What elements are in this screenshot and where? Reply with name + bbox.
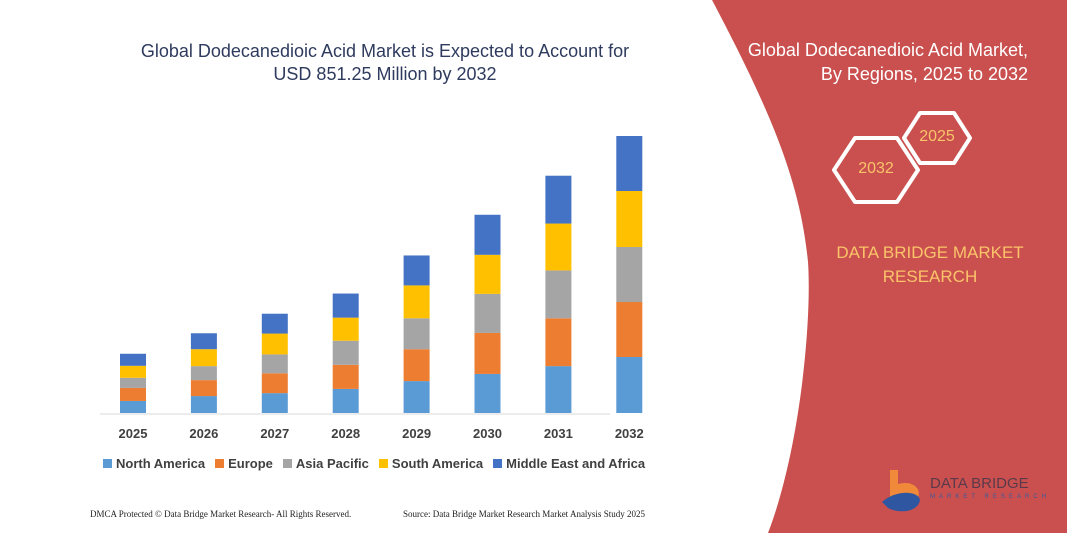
bar-segment-2030-middle-east-and-africa (474, 214, 501, 255)
side-panel (712, 0, 1067, 533)
legend: North America Europe Asia Pacific South Ame… (103, 456, 645, 471)
bar-segment-2030-europe (474, 332, 501, 374)
legend-swatch (215, 459, 225, 468)
bar-segment-2032-north-america (616, 357, 643, 413)
legend-item: Europe (215, 456, 273, 471)
bar-segment-2029-asia-pacific (403, 318, 430, 350)
bar-segment-2025-north-america (120, 400, 146, 413)
legend-label: Asia Pacific (295, 456, 369, 471)
bar-segment-2032-europe (616, 302, 643, 358)
bar-segment-2028-north-america (332, 388, 359, 413)
legend-item: South America (378, 456, 484, 471)
bar-segment-2032-south-america (616, 191, 643, 247)
bar-segment-2025-europe (120, 387, 146, 401)
brand-line-2: RESEARCH (882, 267, 978, 286)
footer-source: Source: Data Bridge Market Research Mark… (403, 509, 645, 519)
x-tick-label: 2026 (189, 426, 219, 441)
bar-segment-2028-asia-pacific (332, 340, 359, 365)
x-tick-label: 2028 (331, 426, 361, 441)
legend-swatch (103, 459, 112, 468)
bar-segment-2031-europe (545, 318, 572, 367)
x-tick-label: 2025 (118, 426, 148, 441)
legend-swatch (493, 459, 503, 468)
bar-segment-2027-europe (261, 373, 288, 394)
x-tick-label: 2030 (473, 426, 502, 441)
bar-segment-2025-south-america (120, 365, 146, 378)
legend-item: Middle East and Africa (493, 456, 645, 471)
chart-title: Global Dodecanedioic Acid Market is Expe… (80, 40, 690, 86)
side-title-line-2: By Regions, 2025 to 2032 (820, 64, 1028, 84)
footer-copyright: DMCA Protected © Data Bridge Market Rese… (90, 509, 352, 519)
legend-item: North America (103, 456, 205, 471)
side-panel-title: Global Dodecanedioic Acid Market, By Reg… (730, 38, 1028, 86)
legend-label: Middle East and Africa (506, 456, 646, 471)
legend-swatch (378, 459, 388, 468)
bar-segment-2029-north-america (403, 381, 430, 413)
bar-segment-2031-middle-east-and-africa (545, 175, 572, 224)
bar-segment-2026-asia-pacific (190, 366, 217, 381)
bar-segment-2031-north-america (545, 366, 572, 413)
brand-text: DATA BRIDGE MARKET RESEARCH (810, 241, 1050, 289)
bar-segment-2028-middle-east-and-africa (332, 293, 359, 318)
bar-segment-2025-middle-east-and-africa (120, 353, 146, 366)
legend-item: Asia Pacific (282, 456, 369, 471)
legend-label: Europe (228, 456, 273, 471)
bar-segment-2032-middle-east-and-africa (616, 136, 643, 192)
bar-segment-2025-asia-pacific (120, 377, 146, 388)
logo-subtitle: MARKET RESEARCH (930, 494, 1050, 500)
bar-segment-2029-europe (403, 349, 430, 382)
title-line-1: Global Dodecanedioic Acid Market is Expe… (140, 41, 630, 61)
bar-segment-2027-south-america (261, 333, 288, 355)
bar-segment-2027-middle-east-and-africa (261, 313, 288, 334)
bar-segment-2031-south-america (545, 223, 572, 271)
bar-segment-2026-europe (190, 380, 217, 397)
x-tick-label: 2032 (614, 426, 644, 441)
hex-label-2025: 2025 (919, 128, 955, 145)
legend-label: South America (391, 456, 484, 471)
logo-name: DATA BRIDGE (930, 475, 1029, 492)
logo-icon (882, 470, 920, 512)
legend-swatch (282, 459, 292, 468)
bar-segment-2030-asia-pacific (474, 293, 501, 333)
bar-segment-2031-asia-pacific (545, 270, 572, 319)
side-title-line-1: Global Dodecanedioic Acid Market, (747, 40, 1028, 60)
bar-segment-2026-middle-east-and-africa (190, 333, 217, 350)
bar-segment-2029-south-america (403, 285, 430, 319)
bar-segment-2027-north-america (261, 393, 288, 413)
hexagon-2025 (902, 111, 972, 165)
legend-label: North America (116, 456, 206, 471)
bar-segment-2029-middle-east-and-africa (403, 255, 430, 286)
x-tick-label: 2031 (543, 426, 573, 441)
bars-group (120, 136, 643, 413)
brand-line-1: DATA BRIDGE MARKET (836, 243, 1024, 262)
bar-segment-2026-south-america (190, 349, 217, 367)
bar-segment-2027-asia-pacific (261, 354, 288, 374)
hexagon-2032 (832, 136, 920, 204)
bar-segment-2028-europe (332, 364, 359, 389)
bar-segment-2032-asia-pacific (616, 246, 643, 303)
hex-label-2032: 2032 (858, 160, 894, 177)
x-tick-label: 2029 (402, 426, 432, 441)
title-line-2: USD 851.25 Million by 2032 (273, 64, 497, 84)
bar-segment-2026-north-america (190, 396, 217, 413)
bar-segment-2030-south-america (474, 254, 501, 294)
bar-segment-2028-south-america (332, 317, 359, 341)
bar-segment-2030-north-america (474, 373, 501, 413)
x-tick-label: 2027 (260, 426, 290, 441)
